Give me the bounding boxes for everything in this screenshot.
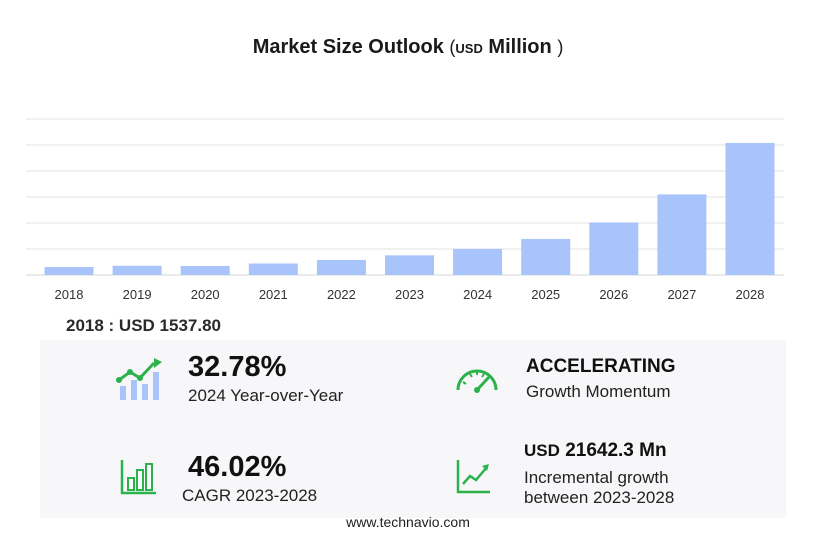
title-paren-close: )	[557, 37, 564, 57]
title-unit-word: Million	[488, 36, 552, 58]
bar-2018	[44, 267, 94, 275]
stats-panel: 32.78% 2024 Year-over-Year ACCELERATING …	[40, 340, 786, 518]
growth-bars-icon	[116, 358, 162, 400]
speedometer-icon	[456, 369, 498, 393]
cagr-stat: 46.02% CAGR 2023-2028	[182, 452, 317, 506]
bar-2024	[453, 248, 503, 275]
bar-2025	[521, 238, 571, 275]
line-chart-icon	[456, 460, 490, 494]
x-tick-2020: 2020	[191, 287, 220, 302]
momentum-label: Growth Momentum	[526, 382, 671, 401]
title-unit-prefix: USD	[455, 41, 483, 56]
yoy-label: 2024 Year-over-Year	[188, 386, 344, 405]
bar-2026	[589, 222, 639, 275]
x-tick-2018: 2018	[55, 287, 84, 302]
x-tick-2028: 2028	[736, 287, 765, 302]
incremental-stat: USD 21642.3 Mn Incremental growth betwee…	[524, 440, 674, 508]
yoy-stat: 32.78% 2024 Year-over-Year	[188, 352, 343, 406]
x-tick-2022: 2022	[327, 287, 356, 302]
yoy-value: 32.78%	[188, 351, 287, 383]
incremental-value-line: USD 21642.3 Mn	[524, 440, 674, 462]
bar-2020	[180, 265, 230, 275]
bar-2019	[112, 265, 162, 275]
incremental-label-1: Incremental growth	[524, 468, 669, 487]
chart-bars	[44, 142, 775, 275]
bar-2023	[385, 255, 434, 275]
bar-chart-icon	[120, 460, 156, 495]
bar-2028	[725, 142, 775, 275]
x-tick-2026: 2026	[599, 287, 628, 302]
momentum-value: ACCELERATING	[526, 356, 676, 377]
momentum-stat: ACCELERATING Growth Momentum	[526, 356, 676, 402]
title-paren-open: (	[449, 37, 456, 57]
cagr-label: CAGR 2023-2028	[182, 486, 318, 505]
base-year-value: 2018 : USD 1537.80	[66, 316, 221, 335]
bar-2021	[248, 263, 298, 275]
incremental-label-2: between 2023-2028	[524, 488, 675, 507]
x-tick-2023: 2023	[395, 287, 424, 302]
x-tick-2025: 2025	[531, 287, 560, 302]
x-tick-2021: 2021	[259, 287, 288, 302]
source-footer: www.technavio.com	[346, 514, 470, 530]
x-tick-2019: 2019	[123, 287, 152, 302]
bar-chart: 2018 2019 2020 2021 2022 2023 2024 2025 2026 2027…	[26, 118, 784, 302]
chart-title: Market Size Outlook (USD Million )	[0, 36, 816, 59]
bar-2022	[316, 259, 366, 275]
x-tick-2024: 2024	[463, 287, 492, 302]
bar-2027	[657, 194, 707, 275]
cagr-value: 46.02%	[188, 451, 287, 483]
incremental-prefix: USD	[524, 441, 560, 460]
title-text: Market Size Outlook	[252, 36, 444, 58]
incremental-value: 21642.3 Mn	[565, 440, 667, 461]
x-tick-2027: 2027	[667, 287, 696, 302]
chart-x-ticks: 2018 2019 2020 2021 2022 2023 2024 2025 2026 2027…	[55, 287, 765, 302]
